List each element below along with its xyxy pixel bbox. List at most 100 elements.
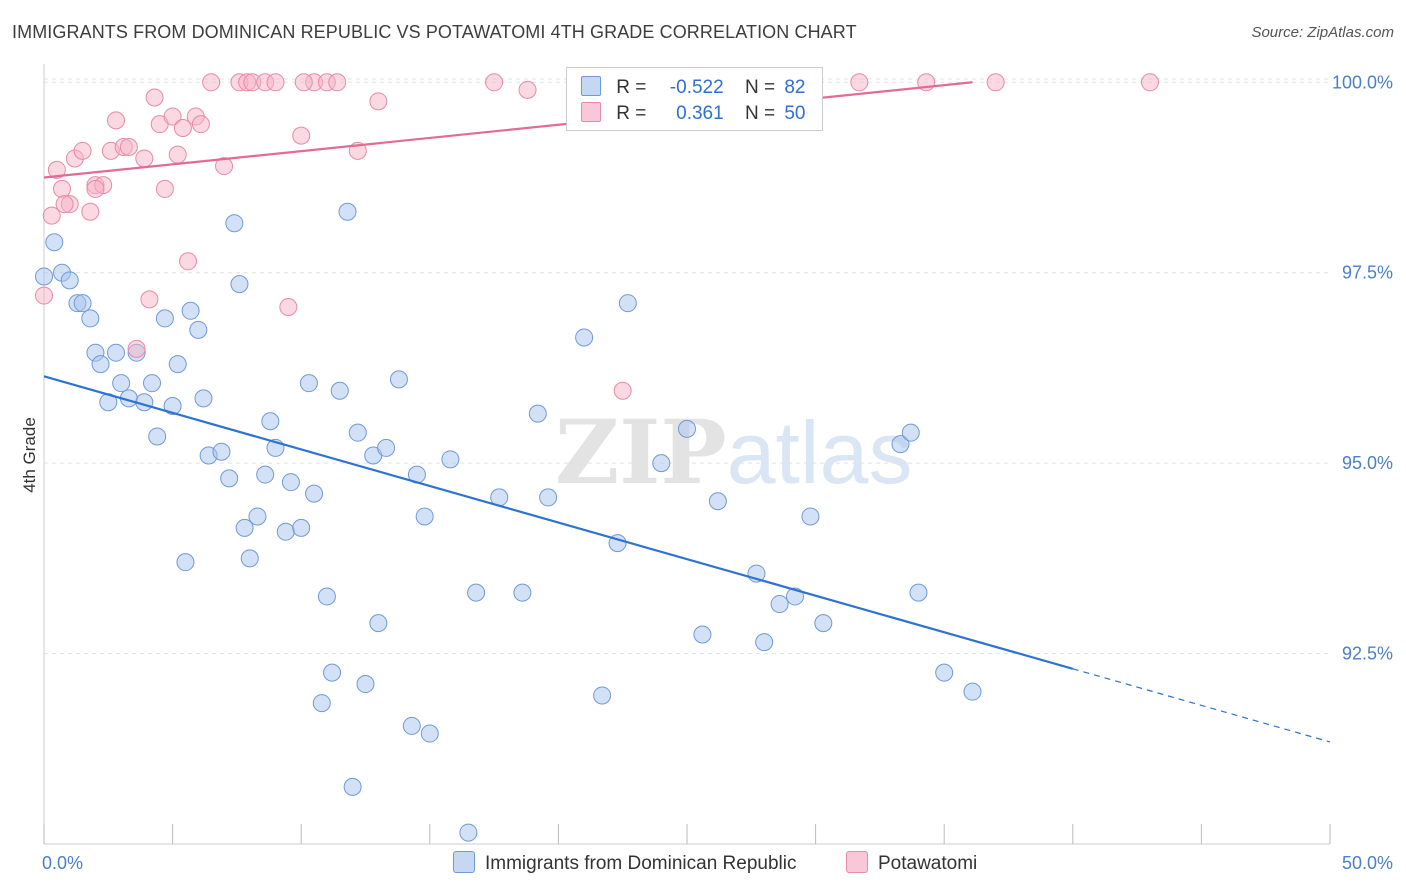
- data-point-series0-62: [539, 488, 558, 507]
- data-point-series0-54: [415, 507, 434, 526]
- data-point-series1-11: [107, 111, 126, 130]
- data-point-series1-25: [191, 115, 210, 134]
- data-point-series1-47: [202, 73, 221, 92]
- data-point-series0-67: [652, 454, 671, 473]
- data-point-series0-20: [176, 553, 195, 572]
- data-point-series0-18: [163, 397, 182, 416]
- data-point-series0-78: [901, 423, 920, 442]
- watermark-atlas: atlas: [726, 403, 913, 502]
- data-point-series1-42: [850, 73, 869, 92]
- data-point-series0-41: [317, 587, 336, 606]
- data-point-series0-42: [323, 663, 342, 682]
- data-point-series0-0: [45, 233, 64, 252]
- data-point-series0-1: [35, 267, 53, 286]
- data-point-series1-41: [613, 381, 632, 400]
- bottom-legend-dominican: Immigrants from Dominican Republic: [453, 851, 797, 877]
- data-point-series0-28: [230, 275, 249, 294]
- data-point-series0-5: [73, 294, 92, 313]
- data-point-series0-38: [299, 374, 318, 393]
- data-point-series0-61: [528, 404, 547, 423]
- data-point-series0-40: [312, 694, 331, 713]
- data-point-series1-3: [53, 179, 72, 198]
- legend-r-label: R =: [616, 103, 647, 124]
- data-point-series0-33: [261, 412, 280, 431]
- data-point-series0-60: [513, 583, 532, 602]
- data-point-series1-15: [135, 149, 154, 168]
- data-point-series0-64: [593, 686, 612, 705]
- data-point-series0-27: [225, 214, 244, 233]
- data-point-series0-23: [194, 389, 213, 408]
- data-point-series1-20: [163, 107, 182, 126]
- data-point-series1-14: [127, 339, 146, 358]
- data-point-series1-44: [986, 73, 1005, 92]
- data-point-series0-32: [256, 465, 275, 484]
- data-point-series0-16: [148, 427, 167, 446]
- data-point-series0-50: [377, 438, 396, 457]
- data-point-series0-57: [459, 823, 478, 842]
- legend-r-value: 0.361: [676, 103, 724, 124]
- data-point-series0-72: [755, 633, 774, 652]
- data-point-series0-46: [348, 423, 367, 442]
- data-point-series1-39: [485, 73, 504, 92]
- data-point-series0-22: [189, 320, 208, 339]
- data-point-series0-45: [343, 777, 362, 796]
- data-point-series0-17: [155, 309, 174, 328]
- legend-r-label: R =: [616, 77, 647, 98]
- data-point-series1-26: [215, 157, 234, 176]
- data-point-series1-32: [279, 297, 298, 316]
- data-point-series0-81: [963, 682, 982, 701]
- legend-n-value: 82: [784, 77, 806, 98]
- data-point-series0-77: [891, 435, 910, 454]
- data-point-series0-73: [770, 595, 789, 614]
- data-point-series0-58: [467, 583, 486, 602]
- data-point-series0-8: [91, 355, 110, 374]
- data-point-series0-80: [935, 663, 954, 682]
- data-point-series0-25: [212, 442, 231, 461]
- data-point-series0-66: [618, 294, 637, 313]
- data-point-series0-74: [786, 587, 805, 606]
- data-point-series0-79: [909, 583, 928, 602]
- data-point-series0-21: [181, 301, 200, 320]
- x-tick-label-1: 50.0%: [1342, 853, 1393, 873]
- data-point-series0-69: [693, 625, 712, 644]
- data-point-series0-43: [330, 381, 349, 400]
- data-point-series0-47: [356, 675, 375, 694]
- data-point-series1-7: [81, 202, 100, 221]
- data-point-series1-46: [294, 73, 313, 92]
- data-point-series1-13: [119, 138, 138, 157]
- points-layer: [35, 73, 1159, 842]
- data-point-series1-23: [179, 252, 198, 271]
- x-tick-label-0: 0.0%: [42, 853, 83, 873]
- data-point-series1-16: [140, 290, 159, 309]
- bottom-legend-label-potawatomi: Potawatomi: [878, 853, 978, 874]
- data-point-series0-56: [441, 450, 460, 469]
- data-point-series1-1: [42, 206, 61, 225]
- data-point-series1-45: [1140, 73, 1159, 92]
- trend-line-series0: [43, 375, 1074, 670]
- bottom-legend-label-dominican: Immigrants from Dominican Republic: [485, 853, 797, 874]
- legend-swatch-potawatomi: [581, 102, 601, 122]
- legend-swatch-dominican: [581, 76, 601, 96]
- data-point-series0-29: [235, 518, 254, 537]
- legend-n-label: N =: [744, 77, 776, 98]
- legend-n-value: 50: [784, 103, 806, 124]
- data-point-series1-31: [266, 73, 285, 92]
- data-point-series1-0: [35, 286, 53, 305]
- data-point-series1-33: [292, 126, 311, 145]
- data-point-series0-36: [281, 473, 300, 492]
- data-point-series0-26: [220, 469, 239, 488]
- data-point-series0-10: [107, 343, 126, 362]
- y-tick-label-1: 97.5%: [1342, 263, 1393, 283]
- data-point-series1-17: [145, 88, 164, 107]
- bottom-legend-swatch-potawatomi: [846, 851, 868, 873]
- data-point-series0-44: [338, 202, 357, 221]
- data-point-series1-19: [155, 179, 174, 198]
- data-point-series1-40: [518, 80, 537, 99]
- trend-layer: [43, 81, 1331, 743]
- watermark: ZIPatlas: [555, 400, 912, 504]
- data-point-series1-22: [173, 118, 192, 137]
- legend-n-label: N =: [744, 103, 776, 124]
- data-point-series0-11: [112, 374, 131, 393]
- data-point-series1-48: [86, 179, 105, 198]
